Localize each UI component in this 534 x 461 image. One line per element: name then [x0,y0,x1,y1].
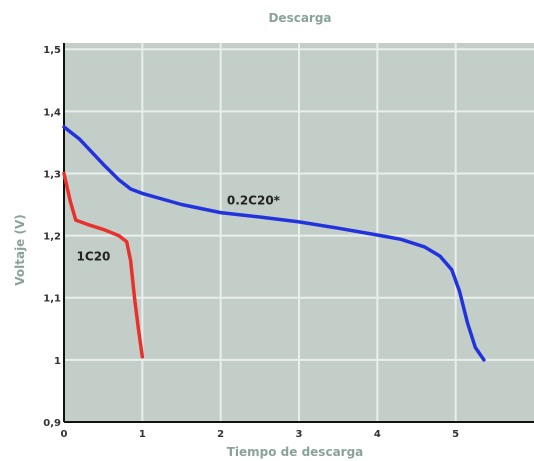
annotation-layer: 1C20 0.2C20* [77,194,281,264]
y-tick-label: 0,9 [43,418,61,429]
chart-title: Descarga [268,11,331,25]
grid-lines [64,43,534,422]
y-tick-label: 1,5 [43,45,61,56]
x-tick-label: 2 [217,429,224,440]
x-tick-label: 1 [139,429,146,440]
x-tick-label: 4 [374,429,381,440]
axes [63,43,534,423]
y-tick-label: 1 [54,356,61,367]
y-axis-label: Voltaje (V) [13,214,27,286]
y-tick-label: 1,1 [43,294,61,305]
y-tick-label: 1,3 [43,169,61,180]
x-tick-label: 5 [452,429,459,440]
x-tick-labels: 0 1 2 3 4 5 [61,429,460,440]
series-layer [62,125,486,362]
x-axis-label: Tiempo de descarga [227,445,364,459]
series-line [62,171,145,359]
y-tick-label: 1,2 [43,232,61,243]
series-label: 1C20 [77,249,111,263]
x-tick-label: 0 [61,429,68,440]
series-line [62,125,486,362]
y-tick-label: 1,4 [43,107,61,118]
series-label: 0.2C20* [227,194,281,208]
y-tick-labels: 0,9 1 1,1 1,2 1,3 1,4 1,5 [43,45,61,429]
x-tick-label: 3 [296,429,303,440]
